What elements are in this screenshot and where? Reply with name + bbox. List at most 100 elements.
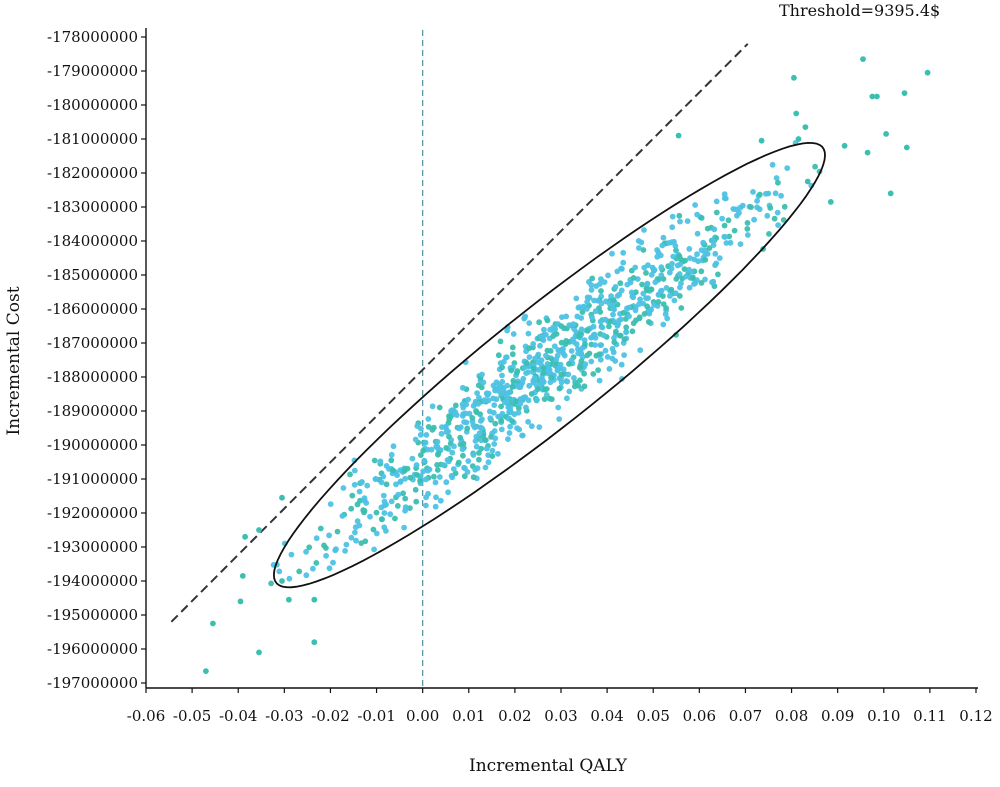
- scatter-point: [608, 293, 614, 299]
- scatter-point: [498, 403, 504, 410]
- scatter-point: [383, 501, 389, 508]
- scatter-point: [474, 465, 481, 472]
- scatter-point: [523, 404, 529, 411]
- scatter-point: [606, 366, 613, 372]
- scatter-point: [628, 289, 635, 296]
- scatter-point: [558, 379, 565, 386]
- scatter-point: [413, 462, 420, 468]
- scatter-point: [901, 90, 908, 96]
- scatter-point: [702, 256, 709, 263]
- scatter-point: [596, 351, 603, 358]
- scatter-point: [310, 565, 316, 572]
- scatter-point: [490, 395, 496, 402]
- scatter-point: [449, 449, 456, 456]
- scatter-point: [672, 243, 679, 249]
- scatter-point: [702, 251, 709, 258]
- scatter-point: [618, 361, 625, 368]
- scatter-point: [581, 370, 587, 377]
- scatter-point: [607, 318, 614, 325]
- scatter-point: [652, 279, 659, 286]
- scatter-point: [570, 321, 577, 327]
- scatter-point: [744, 232, 751, 238]
- scatter-point: [526, 382, 533, 389]
- scatter-point: [775, 179, 781, 186]
- scatter-point: [677, 284, 683, 291]
- x-tick-label: -0.05: [173, 707, 211, 725]
- scatter-point: [460, 404, 467, 411]
- scatter-point: [623, 324, 630, 331]
- scatter-point: [478, 384, 485, 391]
- scatter-point: [417, 432, 424, 438]
- scatter-point: [630, 275, 637, 281]
- scatter-point: [609, 355, 616, 362]
- scatter-point: [279, 578, 285, 584]
- scatter-point: [676, 253, 683, 259]
- scatter-point: [636, 245, 642, 251]
- scatter-point: [841, 142, 848, 149]
- scatter-point: [499, 364, 505, 371]
- scatter-point: [352, 529, 358, 536]
- scatter-point: [550, 333, 557, 339]
- scatter-point: [434, 443, 441, 450]
- scatter-point: [526, 345, 532, 352]
- scatter-point: [621, 352, 627, 358]
- scatter-point: [276, 568, 283, 575]
- scatter-point: [431, 424, 437, 431]
- scatter-point: [390, 443, 397, 450]
- scatter-point: [584, 294, 591, 301]
- scatter-point: [713, 198, 720, 205]
- scatter-point: [578, 358, 585, 365]
- scatter-point: [592, 342, 598, 348]
- scatter-point: [584, 352, 591, 359]
- x-tick-label: -0.03: [265, 707, 303, 725]
- scatter-point: [582, 341, 588, 348]
- scatter-point: [394, 503, 401, 509]
- scatter-point: [497, 338, 504, 345]
- scatter-point: [499, 378, 506, 385]
- scatter-point: [584, 299, 590, 305]
- scatter-point: [313, 560, 320, 566]
- scatter-point: [640, 247, 647, 253]
- x-tick-label: 0.07: [729, 707, 762, 725]
- x-tick-label: -0.01: [357, 707, 395, 725]
- scatter-point: [566, 388, 573, 395]
- scatter-point: [361, 495, 368, 502]
- scatter-point: [534, 386, 541, 393]
- scatter-point: [437, 497, 444, 504]
- scatter-point: [393, 481, 399, 488]
- scatter-point: [418, 425, 424, 432]
- scatter-point: [351, 467, 358, 474]
- scatter-point: [417, 452, 424, 458]
- scatter-point: [509, 344, 516, 351]
- x-tick-label: -0.02: [311, 707, 349, 725]
- scatter-point: [420, 447, 427, 454]
- scatter-point: [766, 231, 772, 237]
- x-tick-label: 0.06: [683, 707, 716, 725]
- scatter-point: [371, 546, 377, 553]
- scatter-point: [626, 313, 632, 320]
- scatter-point: [757, 191, 763, 198]
- scatter-point: [596, 377, 603, 384]
- scatter-point: [541, 396, 548, 402]
- scatter-point: [424, 467, 431, 474]
- scatter-point: [428, 446, 435, 453]
- scatter-point: [713, 209, 720, 216]
- scatter-point: [645, 319, 652, 325]
- x-tick-label: 0.00: [406, 707, 439, 725]
- scatter-point: [605, 272, 611, 279]
- scatter-point: [317, 525, 324, 532]
- scatter-point: [464, 425, 471, 432]
- scatter-point: [353, 537, 359, 544]
- scatter-point: [611, 339, 618, 346]
- scatter-point: [460, 452, 466, 459]
- scatter-point: [669, 224, 676, 231]
- scatter-point: [510, 377, 517, 384]
- scatter-point: [643, 270, 649, 276]
- scatter-point: [651, 302, 658, 308]
- scatter-point: [668, 265, 675, 272]
- scatter-point: [501, 399, 508, 406]
- scatter-point: [543, 352, 549, 359]
- scatter-point: [644, 280, 651, 287]
- scatter-point: [698, 280, 705, 286]
